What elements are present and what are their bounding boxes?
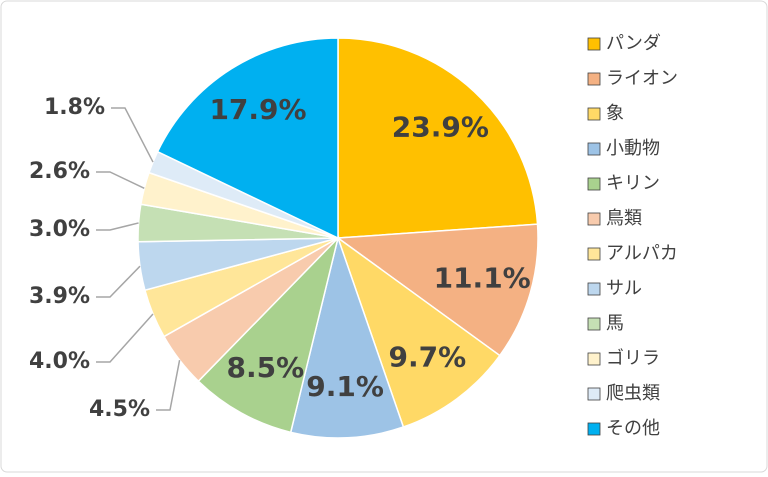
legend-label: 爬虫類 <box>606 383 660 404</box>
legend-label: アルパカ <box>606 243 678 264</box>
data-label: 4.0% <box>29 349 90 374</box>
legend-label: ゴリラ <box>606 348 660 369</box>
legend-swatch <box>587 317 601 331</box>
data-label: 2.6% <box>29 159 90 184</box>
legend-label: サル <box>606 278 642 299</box>
legend-label: 馬 <box>606 313 624 334</box>
pie-slice <box>337 37 539 239</box>
legend-label: ライオン <box>606 68 678 89</box>
legend-label: その他 <box>606 418 660 439</box>
legend-swatch <box>587 72 601 86</box>
legend-label: 鳥類 <box>606 208 642 229</box>
legend-swatch <box>587 247 601 261</box>
legend-swatch <box>587 352 601 366</box>
data-label: 8.5% <box>226 351 304 384</box>
legend-label: パンダ <box>606 33 661 54</box>
pie-slice <box>289 235 405 439</box>
data-label: 9.7% <box>388 341 466 374</box>
legend-swatch <box>587 422 601 436</box>
legend-label: 象 <box>606 103 624 124</box>
legend-swatch <box>587 212 601 226</box>
pie-slice <box>335 223 539 357</box>
data-label: 11.1% <box>434 261 531 294</box>
leader-line <box>96 222 139 231</box>
legend-swatch <box>587 107 601 121</box>
pie-slice <box>336 235 501 428</box>
data-label: 9.1% <box>306 370 384 403</box>
leader-line <box>111 107 154 163</box>
pie-slice <box>197 235 340 434</box>
leader-line <box>156 359 181 411</box>
legend-swatch <box>587 282 601 296</box>
data-label: 1.8% <box>44 95 105 120</box>
legend-label: キリン <box>606 173 660 194</box>
leader-line <box>96 171 145 189</box>
data-label: 4.5% <box>89 397 150 422</box>
leader-line <box>96 313 154 363</box>
legend-swatch <box>587 37 601 51</box>
data-label: 3.0% <box>29 217 90 242</box>
legend-swatch <box>587 142 601 156</box>
data-label: 23.9% <box>392 110 489 143</box>
data-label: 3.9% <box>29 284 90 309</box>
data-label: 17.9% <box>209 93 306 126</box>
leader-line <box>96 265 141 298</box>
legend-label: 小動物 <box>606 138 660 159</box>
legend-swatch <box>587 177 601 191</box>
pie-slice <box>156 37 339 240</box>
legend-swatch <box>587 387 601 401</box>
